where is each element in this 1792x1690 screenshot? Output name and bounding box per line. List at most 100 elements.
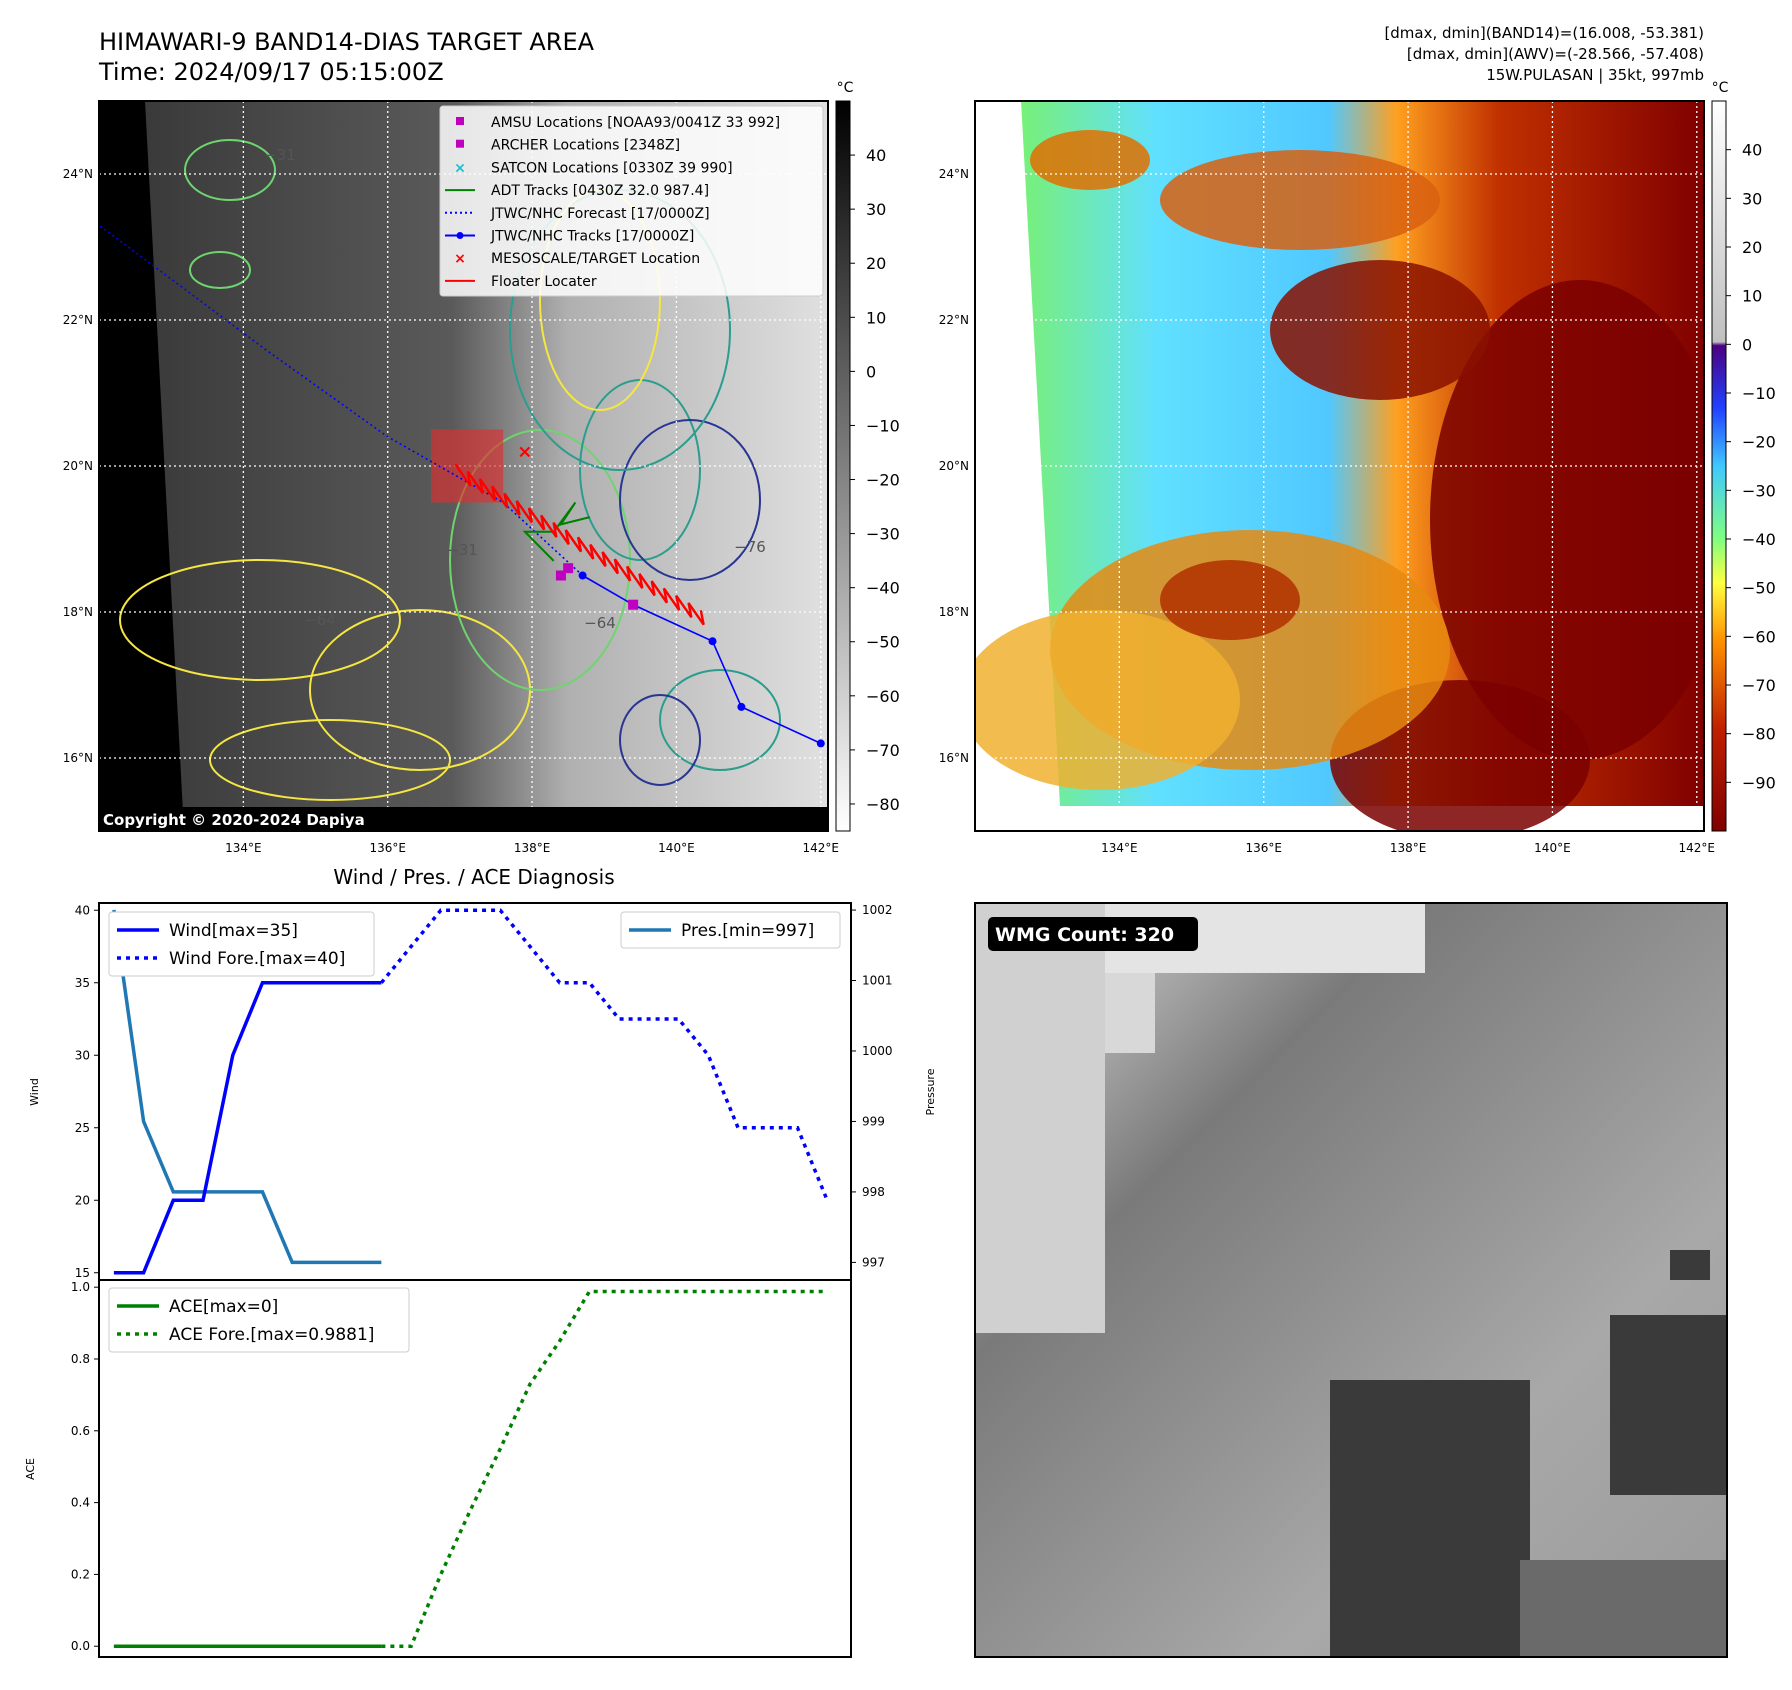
- colorbar-tick-label: 30: [866, 200, 886, 219]
- legend-label: MESOSCALE/TARGET Location: [491, 251, 700, 267]
- archer-marker: [628, 599, 639, 610]
- title-line-2: Time: 2024/09/17 05:15:00Z: [98, 58, 444, 86]
- wmg-count-badge: [988, 917, 1198, 951]
- ir-map-panel: −31 −64 −76 −31 −64 × Copyright © 2020-2024 …: [63, 80, 900, 855]
- pressure-line: [112, 909, 382, 1265]
- wind-legend-label: Wind[max=35]: [169, 921, 298, 941]
- jtwc-track-point: [737, 702, 746, 711]
- pressure-tick-label: 1002: [862, 903, 893, 917]
- lon-tick-label: 140°E: [658, 841, 695, 855]
- contour-line: [209, 719, 451, 801]
- colorbar-tick-label: −40: [1742, 530, 1776, 549]
- ace-forecast-line: [381, 1289, 828, 1648]
- wmg-count-label: WMG Count: 320: [995, 924, 1174, 946]
- lat-tick-label: 16°N: [63, 751, 93, 765]
- amsu-marker: [555, 570, 566, 581]
- copyright-bar: [99, 807, 828, 831]
- colorbar-tick-label: 10: [1742, 287, 1762, 306]
- colorbar-tick-label: −80: [1742, 725, 1776, 744]
- ace-legend-label: ACE Fore.[max=0.9881]: [169, 1325, 374, 1345]
- wind-tick-label: 35: [75, 976, 90, 990]
- floater-box: [431, 429, 504, 503]
- target-marker: ×: [517, 441, 532, 462]
- color-axis-labels: 134°E 136°E 138°E 140°E 142°E 24°N 22°N 20°N 18°…: [939, 167, 1715, 855]
- legend-label: ARCHER Locations [2348Z]: [491, 138, 680, 154]
- colorbar-tick-label: −90: [1742, 773, 1776, 792]
- colorbar-tick-label: 20: [866, 254, 886, 273]
- wmg-features: [975, 903, 1727, 1657]
- pressure-tick-label: 998: [862, 1185, 885, 1199]
- contour-line: [184, 139, 276, 201]
- lat-tick-label: 18°N: [939, 605, 969, 619]
- wind-forecast-line: [380, 908, 829, 1201]
- ace-legend-box: [108, 1287, 410, 1353]
- wmg-panel: WMG Count: 320: [974, 902, 1728, 1658]
- legend-label: AMSU Locations [NOAA93/0041Z 33 992]: [491, 115, 780, 131]
- ace-tick-label: 0.0: [71, 1639, 90, 1653]
- colorbar-tick-label: 40: [1742, 141, 1762, 160]
- color-feature: [1160, 560, 1300, 640]
- wind-tick-label: 15: [75, 1266, 90, 1280]
- wind-tick-label: 20: [75, 1193, 90, 1207]
- colorbar-tick-label: −30: [866, 525, 900, 544]
- lat-tick-label: 24°N: [63, 167, 93, 181]
- lat-tick-label: 22°N: [939, 313, 969, 327]
- lat-tick-label: 20°N: [63, 459, 93, 473]
- contour-label: −64: [304, 611, 336, 629]
- colorbar-tick-label: 30: [1742, 189, 1762, 208]
- wind-tick-label: 30: [75, 1048, 90, 1062]
- color-feature: [1430, 280, 1704, 760]
- wmg-feature: [1670, 1250, 1710, 1280]
- legend-square-icon: [456, 139, 464, 148]
- contour-line: [189, 251, 251, 289]
- wind-line: [113, 981, 382, 1275]
- lon-tick-label: 142°E: [1679, 841, 1716, 855]
- lon-tick-label: 136°E: [1245, 841, 1282, 855]
- lon-tick-label: 134°E: [1101, 841, 1138, 855]
- wmg-feature: [1355, 1540, 1435, 1657]
- wind-tick-label: 25: [75, 1121, 90, 1135]
- diagnosis-ticks: 40 35 30 25 20 15 1002 1001 1000 999 998 997 1.0 0.8 0…: [71, 903, 893, 1653]
- legend-label: Floater Locater: [491, 274, 597, 290]
- contour-line: [619, 419, 761, 581]
- pressure-tick-label: 1001: [862, 974, 893, 988]
- colorbar-tick-label: −40: [866, 579, 900, 598]
- ir-colorbar: [835, 100, 851, 832]
- diagnosis-legends: Wind[max=35] Wind Fore.[max=40] Pres.[min=…: [108, 911, 841, 1353]
- wmg-frame: [974, 902, 1728, 1658]
- ir-legend-box: [439, 105, 824, 297]
- colorbar-tick-label: −30: [1742, 481, 1776, 500]
- legend-label: ADT Tracks [0430Z 32.0 987.4]: [491, 183, 709, 199]
- header: HIMAWARI-9 BAND14-DIAS TARGET AREA Time:…: [98, 24, 1704, 86]
- archer-marker: [563, 563, 574, 574]
- floater-locater-line: [454, 463, 705, 626]
- info-line-3: 15W.PULASAN | 35kt, 997mb: [1486, 66, 1704, 84]
- ace-legend-label: ACE[max=0]: [169, 1297, 278, 1317]
- contour-label: −31: [264, 146, 296, 164]
- lon-tick-label: 142°E: [803, 841, 840, 855]
- colorbar-tick-label: −50: [1742, 579, 1776, 598]
- ir-legend: AMSU Locations [NOAA93/0041Z 33 992] ARCH…: [439, 105, 824, 297]
- contour-line: [619, 694, 701, 786]
- ace-tick-label: 0.6: [71, 1424, 90, 1438]
- color-gridlines: [975, 101, 1704, 831]
- color-map-features: [975, 130, 1704, 831]
- copyright-text: Copyright © 2020-2024 Dapiya: [103, 811, 365, 829]
- lon-tick-label: 140°E: [1534, 841, 1571, 855]
- color-feature: [975, 610, 1240, 790]
- wind-ylabel: Wind: [28, 1078, 41, 1106]
- wmg-feature: [1610, 1315, 1727, 1495]
- contour-line: [579, 379, 701, 561]
- ir-axis-labels: 134°E 136°E 138°E 140°E 142°E 24°N 22°N 20°N 18°…: [63, 167, 839, 855]
- title-line-1: HIMAWARI-9 BAND14-DIAS TARGET AREA: [99, 28, 595, 56]
- lat-tick-label: 16°N: [939, 751, 969, 765]
- color-feature: [1160, 150, 1440, 250]
- lat-tick-label: 18°N: [63, 605, 93, 619]
- ace-tick-label: 0.4: [71, 1496, 90, 1510]
- colorbar-tick-label: 20: [1742, 238, 1762, 257]
- pressure-tick-label: 999: [862, 1114, 885, 1128]
- jtwc-track-point: [816, 739, 825, 748]
- lat-tick-label: 22°N: [63, 313, 93, 327]
- diagnosis-title: Wind / Pres. / ACE Diagnosis: [333, 865, 614, 889]
